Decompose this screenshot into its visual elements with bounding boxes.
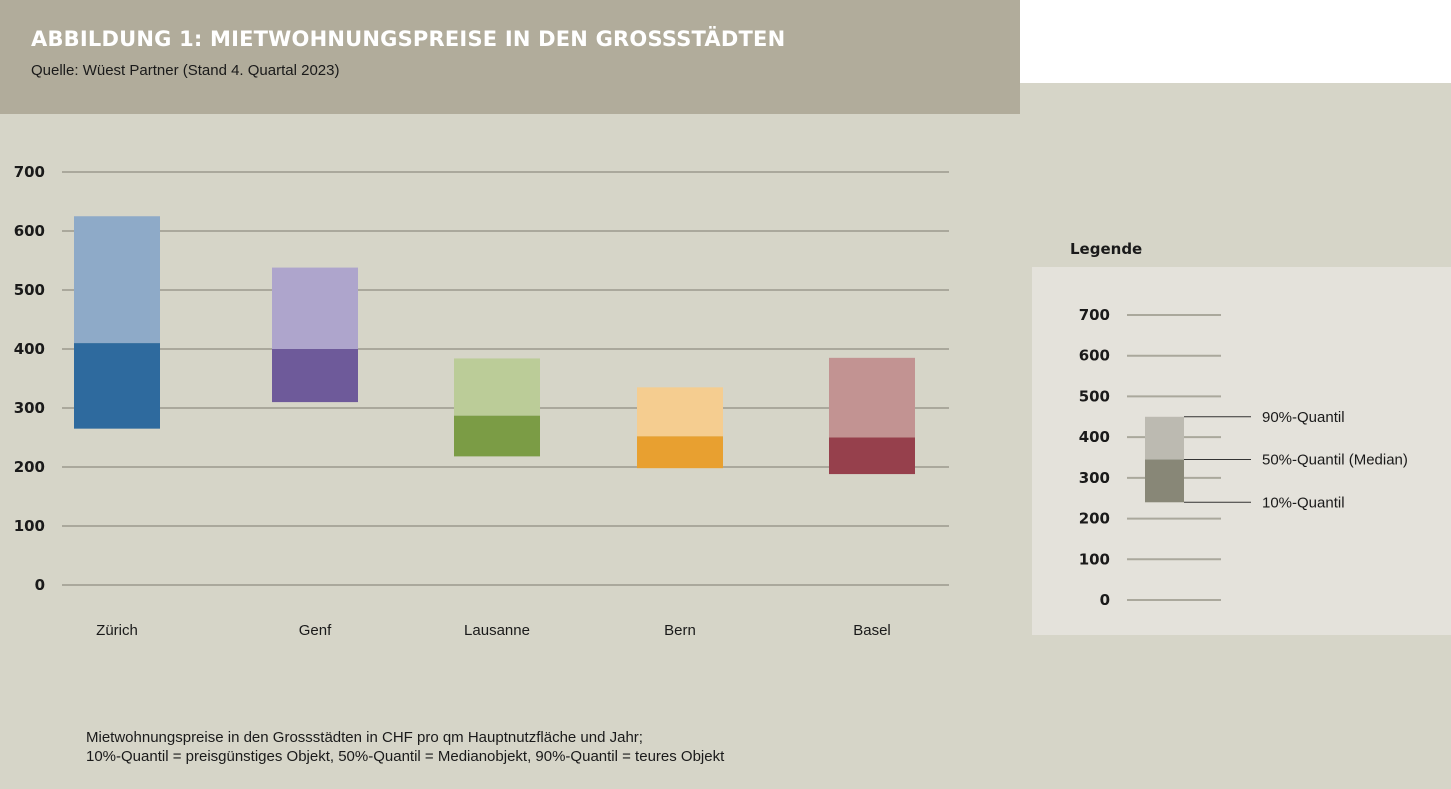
legend-quantile-label: 10%-Quantil [1262,494,1345,511]
legend-title: Legende [1070,240,1143,258]
legend-y-tick-label: 400 [1079,428,1110,446]
legend-y-tick-label: 500 [1079,387,1110,405]
y-tick-label: 600 [14,222,45,240]
chart-footnote: Mietwohnungspreise in den Grossstädten i… [86,728,724,766]
y-tick-label: 400 [14,340,45,358]
legend-y-tick-label: 700 [1079,306,1110,324]
legend-quantile-label: 90%-Quantil [1262,409,1345,426]
y-tick-label: 200 [14,458,45,476]
footnote-line-2: 10%-Quantil = preisgünstiges Objekt, 50%… [86,748,725,765]
bar-upper-range [454,358,540,416]
category-label: Genf [299,622,332,639]
bar-upper-range [272,267,358,349]
bar-lower-range [829,437,915,475]
legend-panel: 0 100 200 300 400 500 600 700 90%-Quantil 50%-Qua… [1032,267,1451,635]
legend-chart: 0 100 200 300 400 500 600 700 90%-Quantil 50%-Qua… [1079,306,1408,609]
y-tick-label: 500 [14,281,45,299]
rent-price-chart: 0 100 200 300 400 500 600 700 Zürich Genf Lausanne… [14,163,949,639]
bar-lower-range [272,349,358,403]
figure-source: Quelle: Wüest Partner (Stand 4. Quartal … [31,62,340,79]
category-label: Basel [853,622,891,639]
legend-y-tick-label: 300 [1079,469,1110,487]
legend-y-tick-label: 200 [1079,510,1110,528]
footnote-line-1: Mietwohnungspreise in den Grossstädten i… [86,729,643,746]
header-band [0,0,1020,114]
bar-lower-range [637,436,723,469]
y-tick-label: 700 [14,163,45,181]
figure-title: ABBILDUNG 1: MIETWOHNUNGSPREISE IN DEN G… [31,27,786,51]
blank-corner [1020,0,1451,83]
y-tick-label: 100 [14,517,45,535]
bar-upper-range [829,357,915,438]
bar-lower-range [454,415,540,457]
bar-upper-range [74,216,160,344]
bar-lower-range [74,343,160,429]
category-label: Bern [664,622,696,639]
legend-quantile-label: 50%-Quantil (Median) [1262,452,1408,469]
legend-y-tick-label: 0 [1100,591,1110,609]
legend-y-tick-label: 600 [1079,347,1110,365]
y-tick-label: 300 [14,399,45,417]
y-tick-label: 0 [35,576,45,594]
legend-bar-lower [1145,459,1184,503]
legend-y-tick-label: 100 [1079,550,1110,568]
bar-upper-range [637,387,723,437]
legend-bar-upper [1145,416,1184,460]
category-label: Lausanne [464,622,530,639]
category-label: Zürich [96,622,138,639]
